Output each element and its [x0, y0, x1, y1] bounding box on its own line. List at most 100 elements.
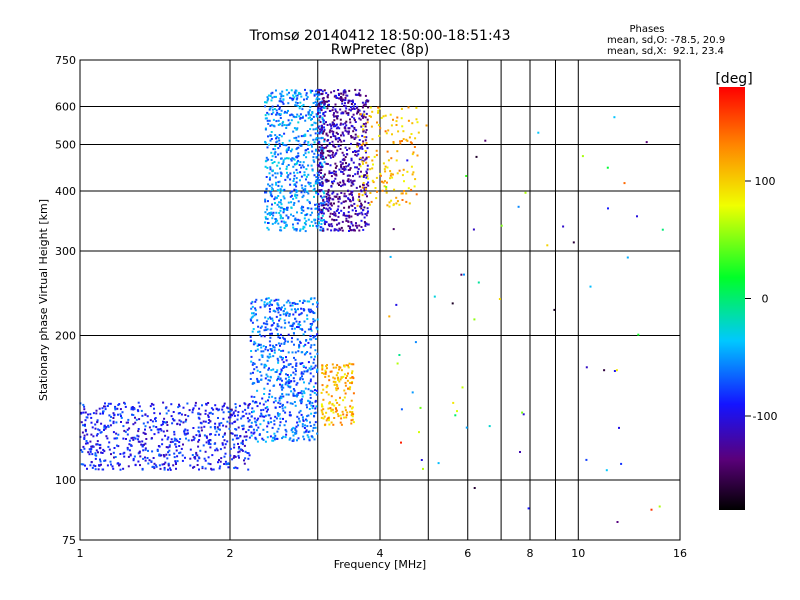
data-point [202, 420, 205, 423]
data-point [313, 423, 316, 426]
data-point [335, 209, 338, 212]
data-point [292, 434, 295, 437]
data-point [287, 174, 290, 177]
data-point [338, 380, 341, 383]
data-point [280, 368, 283, 371]
data-point [275, 120, 278, 123]
data-point [294, 394, 297, 397]
data-point [109, 402, 112, 405]
data-point [299, 161, 302, 164]
data-point [355, 107, 358, 110]
data-point [161, 463, 164, 466]
data-point [364, 131, 367, 134]
data-point [339, 228, 342, 231]
data-point [395, 202, 398, 205]
data-point [124, 405, 127, 408]
data-point [307, 361, 310, 364]
data-point [352, 105, 355, 108]
data-point [281, 101, 284, 104]
data-point [270, 207, 273, 210]
data-point [320, 137, 323, 140]
data-point [287, 109, 289, 112]
data-point [281, 122, 284, 125]
data-point [204, 409, 207, 412]
data-point [285, 433, 288, 436]
data-point [233, 414, 236, 417]
data-point [326, 144, 329, 147]
data-point [603, 369, 606, 372]
data-point [268, 353, 271, 356]
data-point [269, 316, 271, 319]
data-point [295, 94, 298, 97]
data-point [193, 456, 196, 459]
data-point [309, 389, 312, 392]
data-point [209, 443, 212, 446]
data-point [304, 152, 307, 155]
data-point [200, 426, 203, 429]
y-tick-label: 300 [55, 245, 76, 258]
data-point [144, 413, 147, 416]
data-point [104, 402, 106, 405]
data-point [217, 417, 219, 419]
data-point [620, 462, 623, 465]
data-point [355, 222, 357, 225]
data-point [413, 146, 416, 148]
data-point [155, 465, 158, 468]
data-point [293, 218, 296, 221]
data-point [169, 468, 172, 471]
data-point [357, 108, 360, 111]
data-point [353, 179, 356, 182]
data-point [317, 176, 319, 179]
data-point [332, 130, 335, 133]
data-point [343, 192, 346, 195]
data-point [130, 408, 133, 411]
data-point [338, 211, 340, 214]
data-point [277, 342, 280, 345]
data-point [336, 149, 339, 152]
data-point [215, 447, 218, 450]
data-point [391, 133, 393, 136]
data-point [375, 176, 378, 179]
data-point [330, 204, 333, 207]
data-point [277, 359, 280, 362]
data-point [301, 164, 304, 167]
data-point [527, 507, 530, 510]
data-point [280, 100, 283, 103]
data-point [347, 198, 350, 201]
data-point [282, 98, 285, 101]
data-point [167, 446, 170, 449]
data-point [362, 142, 365, 145]
y-tick-label: 600 [55, 101, 76, 114]
data-point [334, 103, 337, 106]
data-point [303, 370, 306, 373]
data-point [119, 413, 122, 416]
data-point [209, 420, 212, 423]
data-point [267, 228, 270, 231]
data-point [344, 91, 347, 94]
data-point [291, 99, 294, 102]
data-point [279, 214, 282, 217]
data-point [292, 115, 295, 118]
data-point [302, 308, 305, 310]
data-point [313, 438, 316, 441]
data-point [354, 212, 357, 215]
data-point [346, 94, 349, 97]
data-point [341, 220, 344, 223]
data-point [229, 447, 232, 450]
data-point [301, 425, 304, 428]
data-point [332, 366, 335, 369]
data-point [282, 211, 285, 214]
data-point [338, 168, 341, 171]
data-point [414, 178, 417, 181]
data-point [173, 456, 176, 459]
data-point [291, 302, 294, 305]
data-point [461, 386, 464, 389]
data-point [363, 191, 366, 194]
data-point [276, 430, 279, 433]
data-point [144, 447, 147, 450]
data-point [305, 149, 308, 152]
data-point [296, 393, 299, 396]
data-point [292, 392, 295, 395]
data-point [292, 130, 295, 133]
data-point [290, 97, 293, 100]
